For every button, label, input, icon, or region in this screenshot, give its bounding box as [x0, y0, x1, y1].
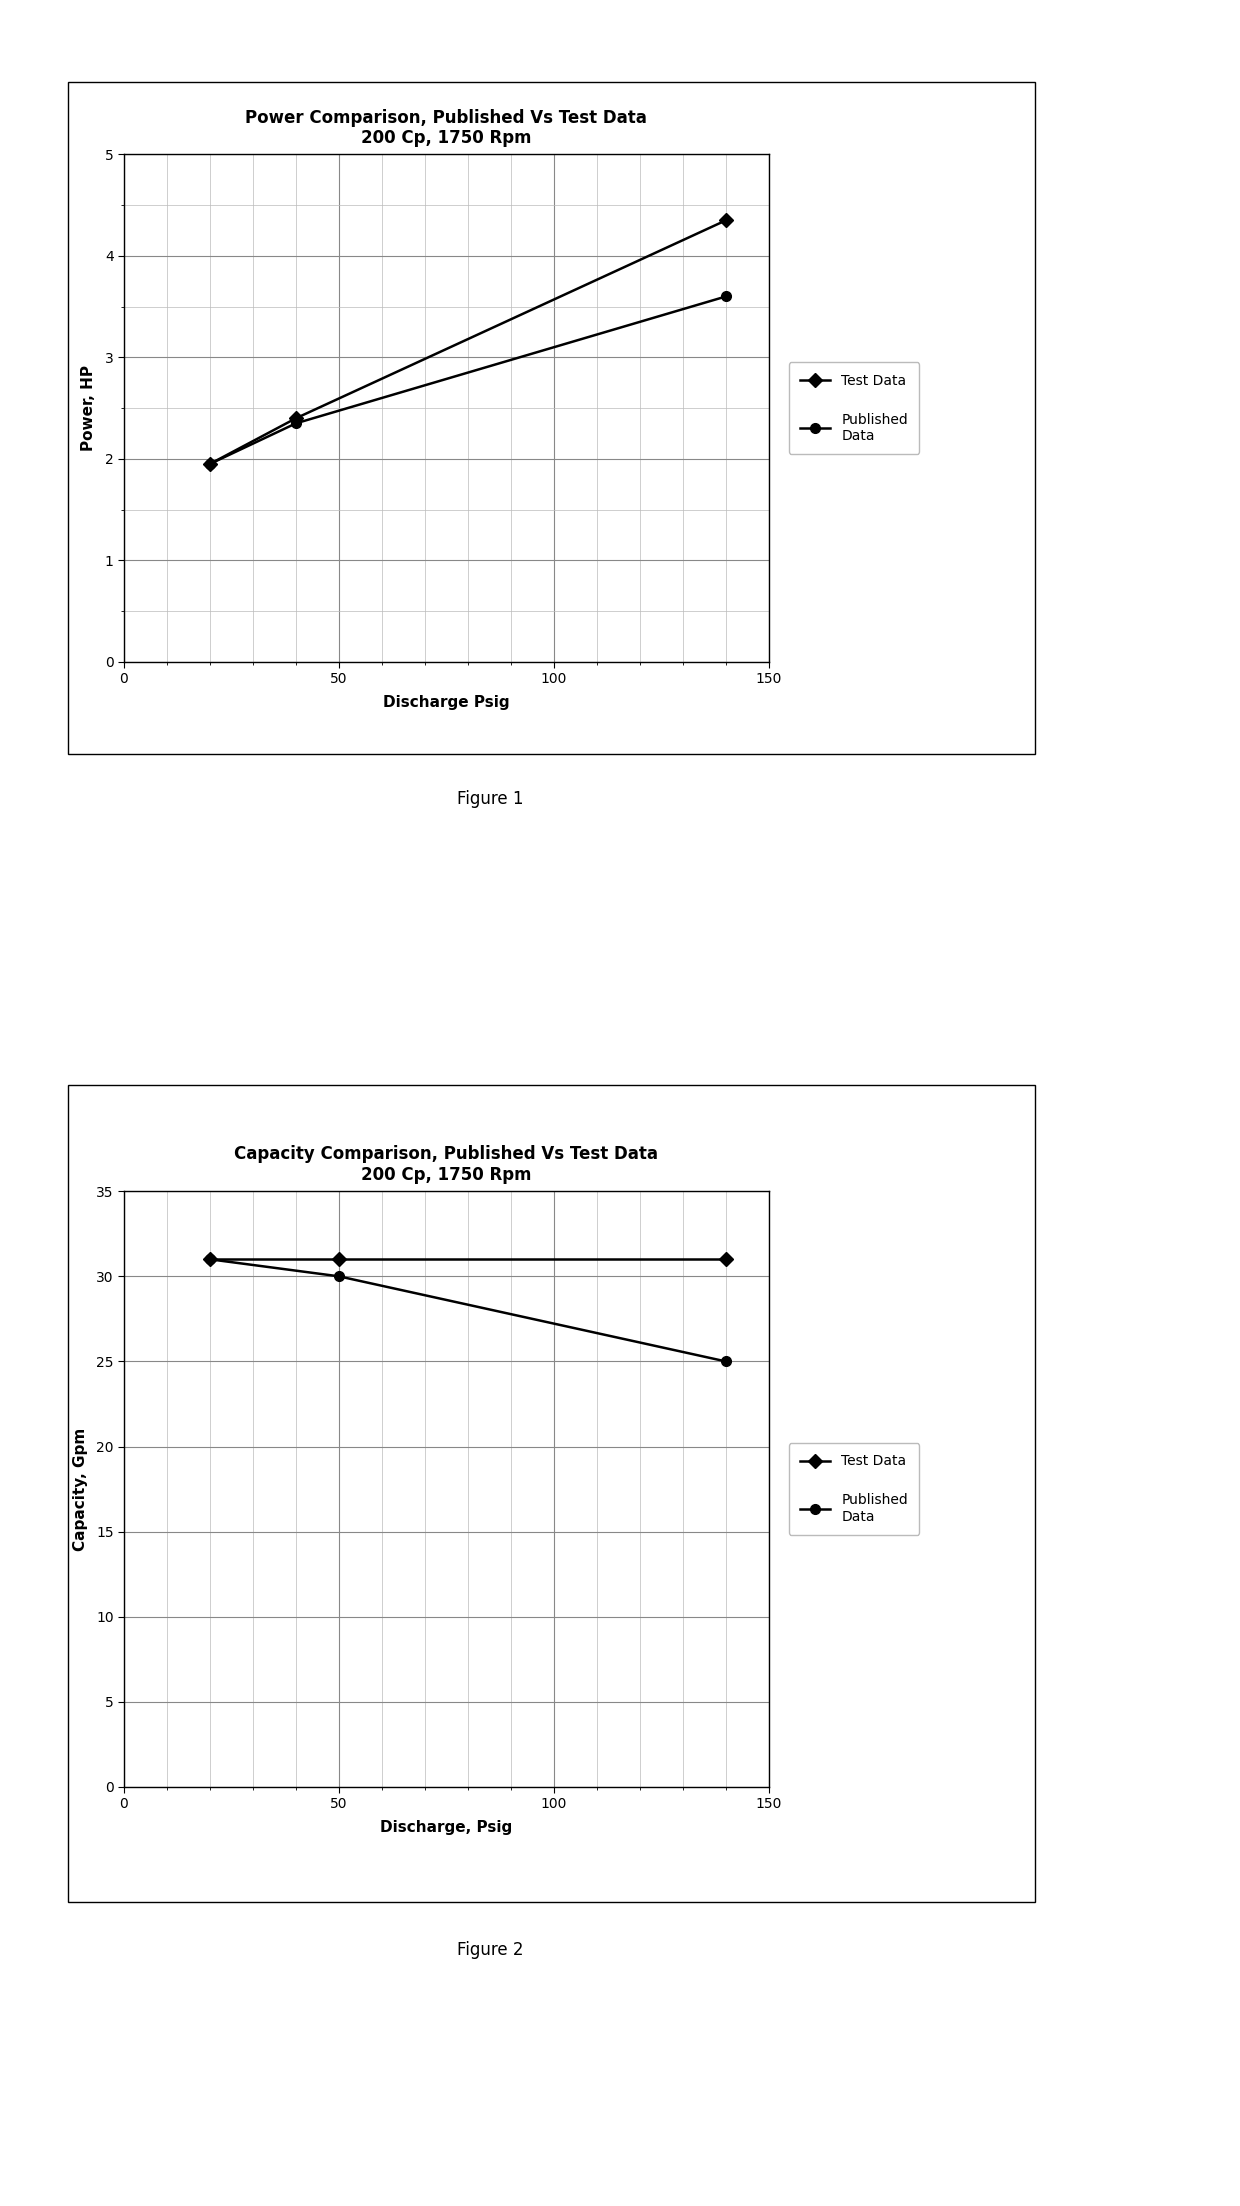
Text: Figure 1: Figure 1 [456, 790, 523, 807]
Legend: Test Data, Published
Data: Test Data, Published Data [789, 362, 919, 454]
Title: Power Comparison, Published Vs Test Data
200 Cp, 1750 Rpm: Power Comparison, Published Vs Test Data… [246, 108, 647, 148]
X-axis label: Discharge Psig: Discharge Psig [383, 695, 510, 710]
Y-axis label: Capacity, Gpm: Capacity, Gpm [73, 1427, 88, 1551]
Text: Figure 2: Figure 2 [456, 1941, 523, 1959]
Title: Capacity Comparison, Published Vs Test Data
200 Cp, 1750 Rpm: Capacity Comparison, Published Vs Test D… [234, 1145, 658, 1185]
X-axis label: Discharge, Psig: Discharge, Psig [381, 1820, 512, 1835]
Legend: Test Data, Published
Data: Test Data, Published Data [789, 1443, 919, 1535]
Y-axis label: Power, HP: Power, HP [82, 366, 97, 450]
